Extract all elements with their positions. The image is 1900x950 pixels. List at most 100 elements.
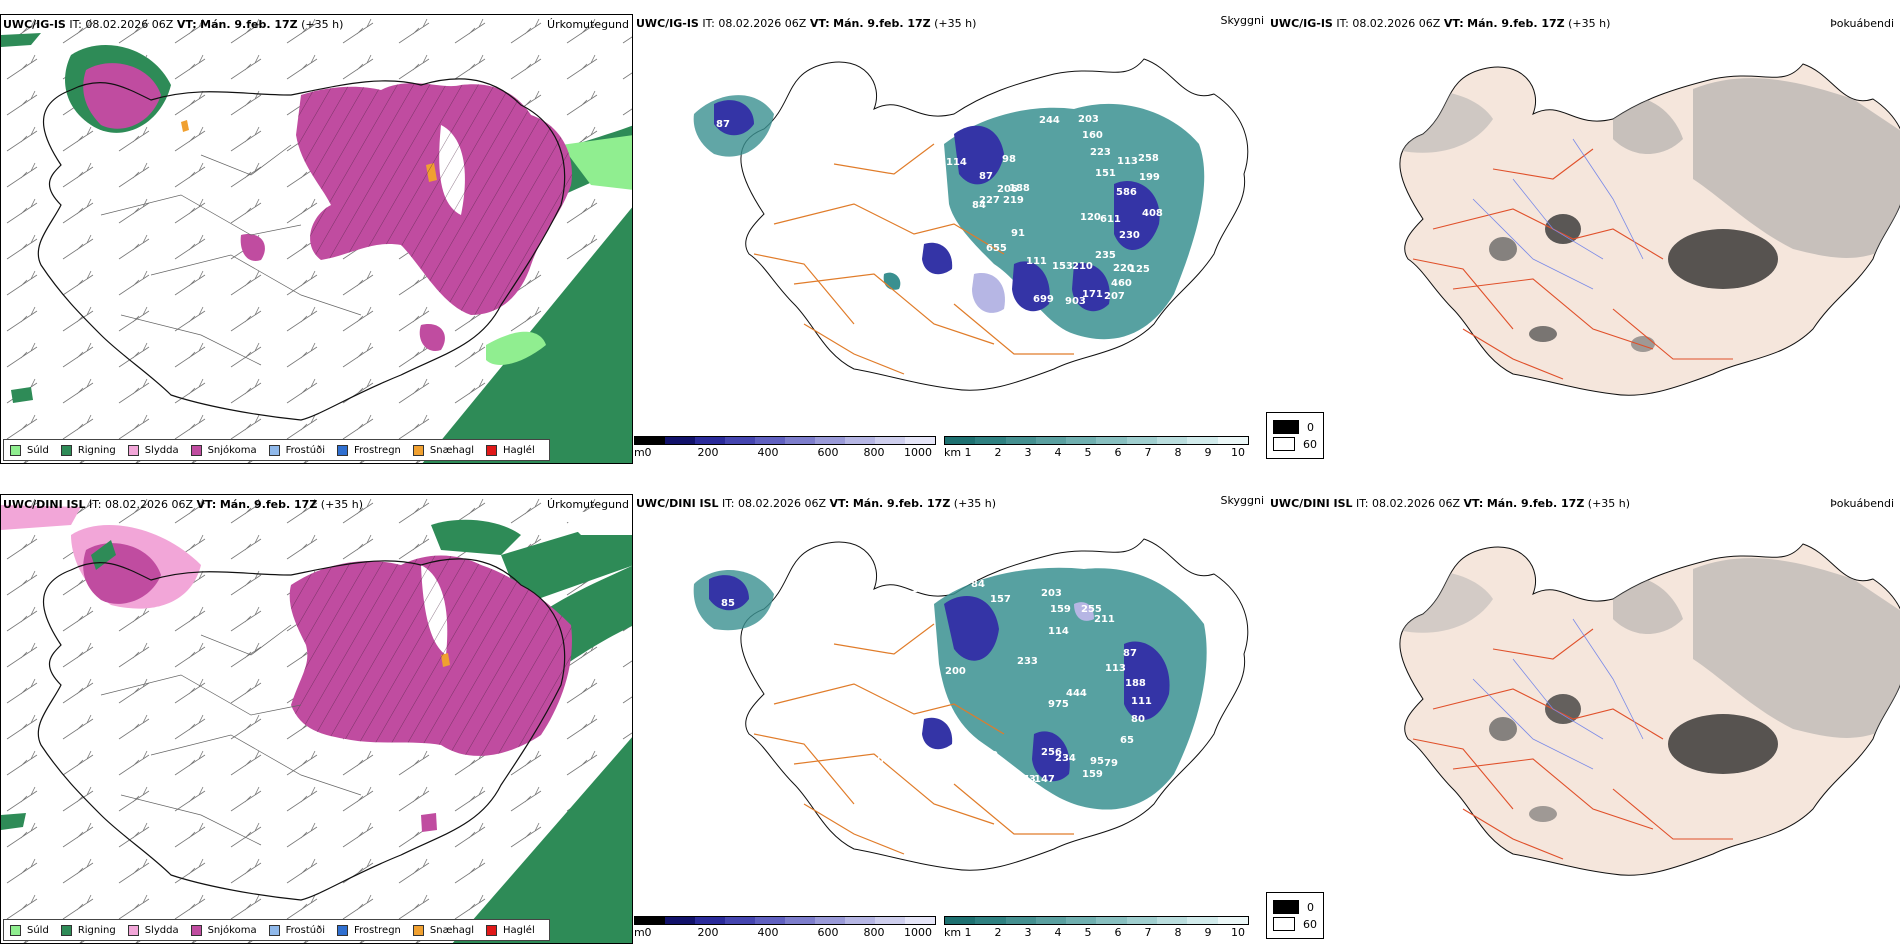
- precip-map-top: [1, 15, 632, 463]
- legend-swatch: [127, 924, 139, 936]
- legend-swatch: [60, 444, 72, 456]
- ceiling-value-label: 460: [1111, 278, 1132, 289]
- model-name: UWC/DINI ISL: [3, 498, 86, 511]
- colorbar-tick: 800: [863, 926, 885, 939]
- model-name: UWC/IG-IS: [3, 18, 66, 31]
- precip-type-legend: Súld Rigning Slydda Snjókoma Frostúði Fr…: [3, 919, 550, 941]
- lead-time: (+35 h): [934, 17, 977, 30]
- ceiling-value-label: 255: [1081, 604, 1102, 615]
- ceiling-value-label: 157: [990, 594, 1011, 605]
- colorbar-bin: [785, 917, 815, 924]
- colorbar-bin: [1217, 917, 1248, 924]
- ceiling-value-label: 167: [734, 84, 755, 95]
- ceiling-value-label: 199: [1139, 172, 1160, 183]
- cloud-visibility-panel-top: 167 109 87 130 108 93 76 383 106 90 114 98 87 206 188 8…: [634, 14, 1267, 464]
- valid-time-label: VT:: [176, 18, 197, 31]
- precip-map-bottom: [1, 495, 632, 943]
- panel-header: UWC/DINI ISL IT: 08.02.2026 06Z VT: Mán.…: [3, 498, 363, 511]
- panel-header: UWC/DINI ISL IT: 08.02.2026 06Z VT: Mán.…: [636, 497, 996, 510]
- colorbar-tick: 7: [1144, 446, 1152, 459]
- colorbar-bin: [1096, 437, 1127, 444]
- legend-item: Rigning: [60, 924, 116, 936]
- variable-name: Þokuábendi: [1830, 17, 1894, 30]
- colorbar-bin: [1035, 917, 1067, 924]
- lead-time: (+35 h): [1568, 17, 1611, 30]
- valid-time: Mán. 9.feb. 17Z: [1486, 497, 1585, 510]
- ceiling-value-label: 211: [1094, 614, 1115, 625]
- panel-header: UWC/DINI ISL IT: 08.02.2026 06Z VT: Mán.…: [1270, 497, 1630, 510]
- init-time: IT: 08.02.2026 06Z: [89, 498, 194, 511]
- ceiling-value-label: 230: [1119, 230, 1140, 241]
- legend-item: Haglél: [486, 444, 535, 456]
- precip-type-panel-top: UWC/IG-IS IT: 08.02.2026 06Z VT: Mán. 9.…: [0, 14, 633, 464]
- colorbar-tick: 6: [1114, 446, 1122, 459]
- ceiling-value-label: 90: [934, 132, 948, 143]
- ceiling-value-label: 219: [1003, 195, 1024, 206]
- ceiling-value-label: 147: [1034, 774, 1055, 785]
- colorbar-bin: [665, 437, 695, 444]
- legend-swatch: [10, 924, 21, 936]
- legend-item: Súld: [10, 924, 49, 936]
- model-name: UWC/IG-IS: [1270, 17, 1333, 30]
- colorbar-bin: [945, 437, 976, 444]
- colorbar-tick: 8: [1174, 926, 1182, 939]
- colorbar-ticks: km 1 2 3 4 5 6 7 8 9 10: [944, 925, 1249, 939]
- colorbar-tick: 3: [1024, 926, 1032, 939]
- legend-item: Snjókoma: [190, 444, 257, 456]
- ceiling-value-label: 234: [1055, 753, 1076, 764]
- colorbar-bin: [945, 917, 976, 924]
- colorbar-tick: 10: [1231, 446, 1245, 459]
- lead-time: (+35 h): [301, 18, 344, 31]
- ceiling-value-label: 131: [871, 249, 892, 260]
- legend-label: Snæhagl: [429, 444, 475, 456]
- init-time: IT: 08.02.2026 06Z: [69, 18, 174, 31]
- colorbar-unit: km: [944, 446, 962, 459]
- legend-item: Slydda: [127, 444, 179, 456]
- colorbar-tick: 800: [863, 446, 885, 459]
- ceiling-value-label: 87: [716, 119, 730, 130]
- colorbar-tick: 8: [1174, 446, 1182, 459]
- colorbar-bin: [755, 917, 785, 924]
- colorbar-bin: [755, 437, 785, 444]
- colorbar-tick: 2: [994, 446, 1002, 459]
- colorbar-strip: [944, 916, 1249, 925]
- ceiling-value-label: 586: [1116, 187, 1137, 198]
- legend-swatch: [486, 444, 498, 456]
- ceiling-value-label: 699: [1033, 294, 1054, 305]
- ceiling-value-label: 220: [1113, 263, 1134, 274]
- ceiling-value-label: 106: [934, 105, 955, 116]
- init-time: IT: 08.02.2026 06Z: [702, 17, 807, 30]
- legend-label: Haglél: [503, 444, 535, 456]
- ceiling-value-label: 98: [1002, 154, 1016, 165]
- colorbar-bin: [875, 437, 905, 444]
- legend-swatch: [412, 924, 424, 936]
- legend-swatch: [60, 924, 72, 936]
- legend-label: Haglél: [503, 924, 535, 936]
- colorbar-tick: 400: [757, 446, 779, 459]
- colorbar-strip: [634, 916, 936, 925]
- legend-label: Snæhagl: [429, 924, 475, 936]
- ceiling-value-label: 210: [1072, 261, 1093, 272]
- init-time: IT: 08.02.2026 06Z: [722, 497, 827, 510]
- ceiling-value-label: 76: [768, 182, 782, 193]
- ceiling-value-label: 258: [1138, 153, 1159, 164]
- ceiling-value-label: 383: [909, 118, 930, 129]
- legend-swatch: [268, 444, 280, 456]
- colorbar-tick: 4: [1054, 446, 1062, 459]
- colorbar-bin: [1217, 437, 1248, 444]
- colorbar-bin: [725, 917, 755, 924]
- ceiling-value-label: 97: [791, 607, 805, 618]
- ceiling-colorbar: m 0 200 400 600 800 1000: [634, 436, 936, 459]
- colorbar-tick: 5: [1084, 926, 1092, 939]
- colorbar-tick: 4: [1054, 926, 1062, 939]
- ceiling-value-label: 256: [1041, 747, 1062, 758]
- ceiling-value-label: 109: [761, 84, 782, 95]
- valid-time-label: VT:: [829, 497, 850, 510]
- visibility-colorbar: km 1 2 3 4 5 6 7 8 9 10: [944, 436, 1249, 459]
- ceiling-value-label: 151: [1095, 168, 1116, 179]
- valid-time: Mán. 9.feb. 17Z: [200, 18, 298, 31]
- legend-item: Slydda: [127, 924, 179, 936]
- fog-legend-row: 0: [1273, 420, 1317, 434]
- ceiling-value-label: 903: [1065, 296, 1086, 307]
